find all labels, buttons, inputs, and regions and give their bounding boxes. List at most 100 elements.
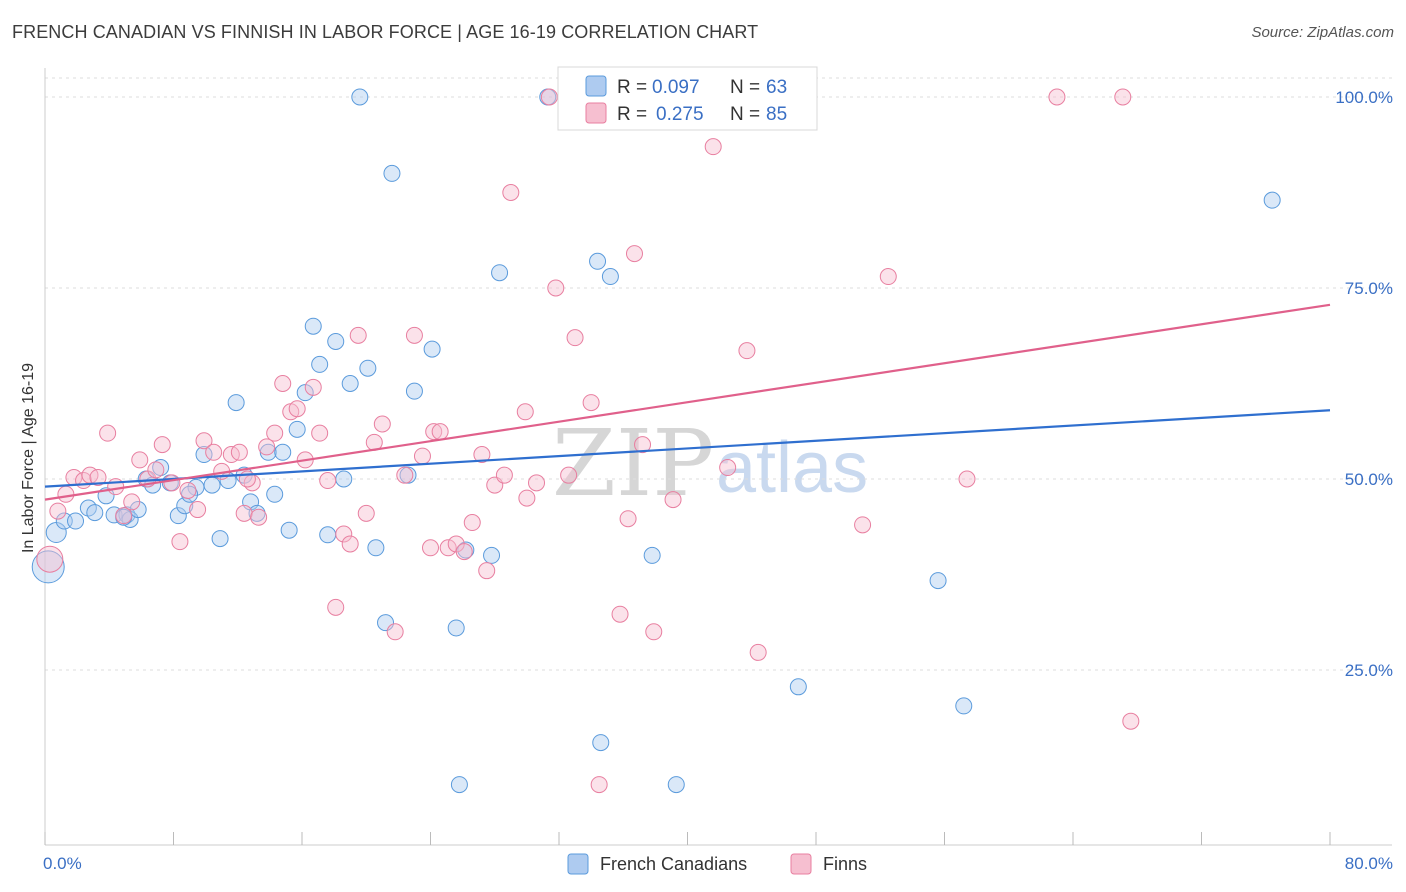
trend-lines	[44, 303, 1331, 501]
point-finns	[664, 491, 682, 509]
series-french-canadians	[31, 88, 1281, 794]
legend-swatch-pink	[585, 102, 607, 124]
point-finns	[311, 424, 329, 442]
legend-box: R = 0.097 N = 63 R = 0.275 N = 85	[557, 66, 818, 131]
point-french-canadians	[211, 530, 229, 548]
point-finns	[958, 470, 976, 488]
point-finns	[266, 424, 284, 442]
point-finns	[422, 539, 439, 557]
point-french-canadians	[592, 734, 610, 752]
point-finns	[386, 623, 404, 641]
point-french-canadians	[601, 268, 619, 286]
point-finns	[341, 535, 359, 553]
point-french-canadians	[203, 476, 221, 494]
point-french-canadians	[335, 470, 353, 488]
bottom-legend-swatch-blue	[567, 853, 589, 875]
point-finns	[495, 466, 513, 484]
point-french-canadians	[423, 340, 441, 358]
point-french-canadians	[341, 375, 359, 392]
point-finns	[99, 424, 117, 442]
tick-labels: 25.0% 50.0% 75.0% 100.0% 0.0% 80.0%	[43, 88, 1393, 873]
legend-r-value-blue: 0.097	[652, 77, 700, 98]
point-finns	[57, 485, 75, 503]
point-finns	[49, 502, 67, 520]
point-french-canadians	[450, 776, 468, 794]
point-finns	[171, 533, 189, 551]
point-finns	[547, 279, 565, 297]
x-tick-label-min: 0.0%	[43, 854, 82, 873]
point-french-canadians	[311, 355, 329, 373]
point-finns	[131, 451, 149, 469]
point-french-canadians	[327, 332, 345, 350]
point-finns	[738, 342, 756, 360]
point-finns	[463, 514, 481, 532]
point-french-canadians	[67, 512, 85, 530]
point-finns	[1114, 88, 1132, 106]
point-french-canadians	[227, 394, 245, 412]
point-french-canadians	[1263, 191, 1281, 209]
point-french-canadians	[86, 504, 104, 522]
point-finns	[473, 446, 491, 464]
point-french-canadians	[266, 485, 284, 503]
point-french-canadians	[447, 619, 465, 637]
trend-line-french-canadians	[44, 409, 1331, 488]
point-finns	[304, 378, 322, 396]
y-axis-label: In Labor Force | Age 16-19	[20, 363, 37, 553]
point-finns	[373, 415, 391, 433]
source-credit: Source: ZipAtlas.com	[1251, 24, 1394, 41]
point-finns	[518, 489, 536, 507]
point-french-canadians	[351, 88, 369, 106]
point-french-canadians	[288, 420, 306, 438]
point-finns	[478, 562, 496, 580]
point-french-canadians	[274, 443, 292, 461]
chart-title: FRENCH CANADIAN VS FINNISH IN LABOR FORC…	[12, 22, 759, 42]
point-finns	[163, 474, 181, 492]
y-tick-label: 75.0%	[1345, 279, 1393, 298]
point-french-canadians	[789, 678, 807, 696]
point-finns	[619, 510, 637, 528]
point-finns	[854, 516, 872, 534]
point-french-canadians	[643, 546, 661, 564]
legend-swatch-blue	[585, 75, 607, 97]
point-french-canadians	[955, 697, 973, 715]
point-french-canadians	[169, 507, 187, 525]
point-french-canadians	[304, 317, 322, 335]
point-french-canadians	[929, 572, 947, 590]
grid-lines	[45, 77, 1392, 671]
y-tick-label: 50.0%	[1345, 470, 1393, 489]
point-french-canadians	[152, 459, 170, 477]
point-finns	[405, 326, 423, 344]
axes	[44, 68, 1392, 846]
point-french-canadians	[319, 526, 337, 544]
point-finns	[879, 268, 897, 286]
point-finns	[288, 400, 306, 418]
legend-r-label-pink: R =	[617, 104, 647, 125]
legend-n-label-pink: N =	[730, 104, 760, 125]
point-finns	[719, 459, 737, 477]
point-finns	[250, 508, 268, 526]
point-finns	[335, 525, 353, 543]
point-finns	[319, 472, 337, 490]
point-french-canadians	[383, 164, 401, 182]
point-french-canadians	[280, 521, 298, 539]
point-finns	[439, 539, 457, 557]
legend-r-label-blue: R =	[617, 77, 647, 98]
point-finns	[274, 375, 292, 392]
point-finns	[147, 461, 165, 479]
point-finns	[634, 436, 652, 454]
bottom-legend-swatch-pink	[790, 853, 812, 875]
x-tick-label-max: 80.0%	[1345, 854, 1393, 873]
point-french-canadians	[667, 776, 685, 794]
point-finns	[115, 507, 133, 525]
point-finns	[258, 438, 276, 456]
point-finns	[502, 184, 520, 201]
point-finns	[89, 468, 107, 486]
y-tick-label: 25.0%	[1345, 661, 1393, 680]
point-finns	[327, 598, 345, 616]
point-finns	[560, 466, 578, 484]
point-finns	[36, 545, 64, 573]
point-french-canadians	[589, 252, 607, 270]
point-finns	[1048, 88, 1066, 106]
point-finns	[396, 466, 414, 484]
